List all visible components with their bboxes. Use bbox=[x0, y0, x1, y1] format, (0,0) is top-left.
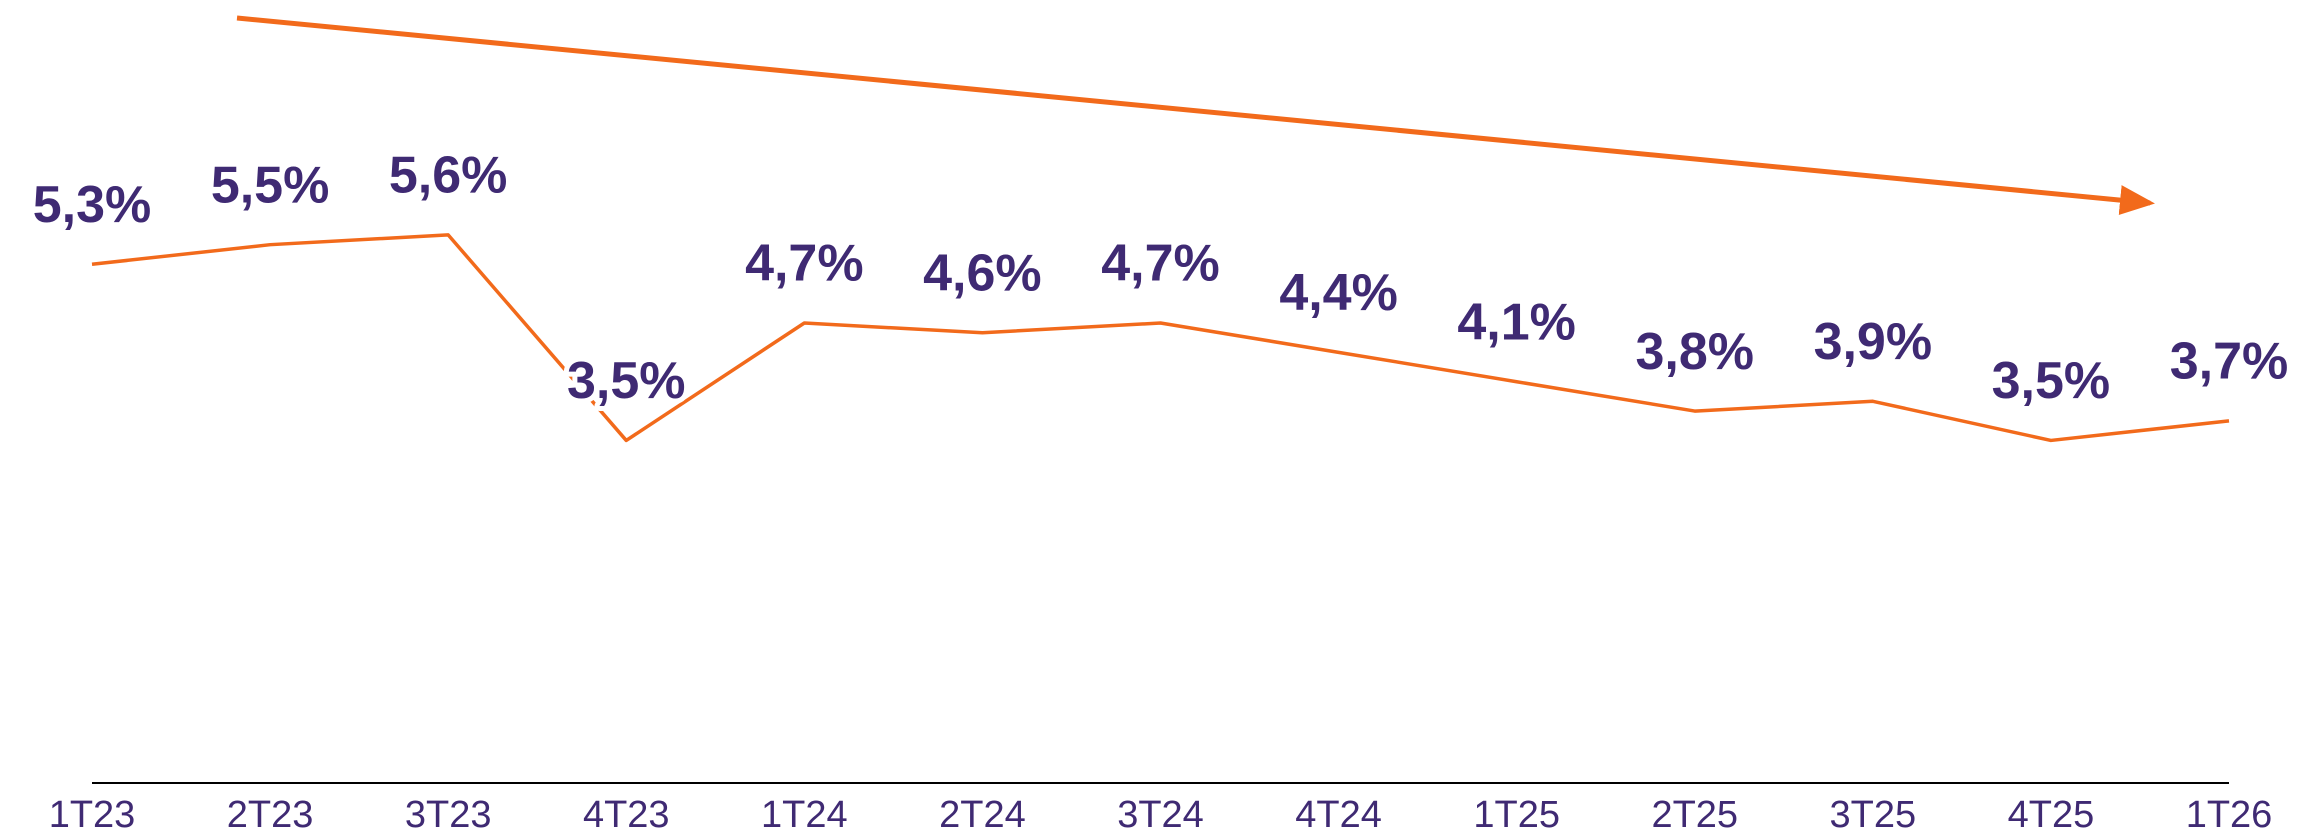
data-label: 5,5% bbox=[211, 156, 330, 214]
data-label: 4,7% bbox=[745, 235, 864, 293]
x-tick-label: 4T24 bbox=[1295, 794, 1382, 836]
x-tick-label: 4T25 bbox=[2008, 794, 2095, 836]
x-tick-label: 1T26 bbox=[2186, 794, 2273, 836]
line bbox=[91, 233, 2230, 443]
data-label: 3,8% bbox=[1635, 323, 1754, 381]
data-label: 3,5% bbox=[1992, 352, 2111, 410]
data-label: 4,6% bbox=[923, 245, 1042, 303]
x-tick-label: 3T23 bbox=[405, 794, 492, 836]
data-label: 4,1% bbox=[1457, 293, 1576, 351]
x-tick-label: 1T23 bbox=[49, 794, 136, 836]
x-tick-label: 4T23 bbox=[583, 794, 670, 836]
data-label: 5,6% bbox=[389, 147, 508, 205]
x-tick-label: 3T24 bbox=[1117, 794, 1204, 836]
x-tick-label: 2T23 bbox=[227, 794, 314, 836]
x-tick-label: 2T25 bbox=[1651, 794, 1738, 836]
x-tick-label: 2T24 bbox=[939, 794, 1026, 836]
data-label: 3,9% bbox=[1814, 313, 1933, 371]
x-tick-label: 1T24 bbox=[761, 794, 848, 836]
data-label: 4,4% bbox=[1279, 264, 1398, 322]
x-tick-label: 1T25 bbox=[1473, 794, 1560, 836]
data-label: 3,5% bbox=[567, 352, 686, 410]
x-tick-label: 3T25 bbox=[1830, 794, 1917, 836]
data-label: 4,7% bbox=[1101, 235, 1220, 293]
trend-arrow bbox=[236, 15, 2155, 216]
data-label: 3,7% bbox=[2170, 333, 2289, 391]
data-label: 5,3% bbox=[33, 176, 152, 234]
